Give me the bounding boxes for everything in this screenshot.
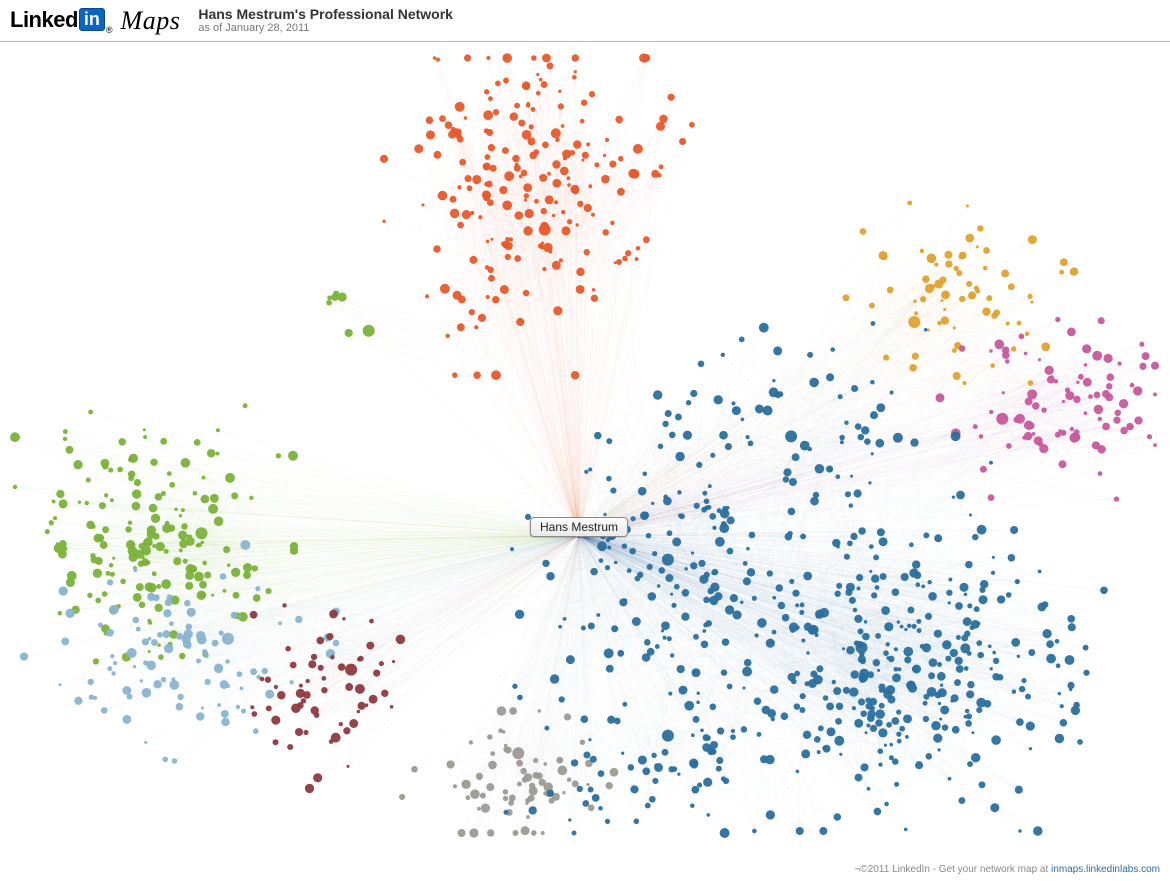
logo-in-badge: in <box>79 8 105 31</box>
logo-registered: ® <box>106 25 113 35</box>
header: Linkedin® Maps Hans Mestrum's Profession… <box>0 0 1170 42</box>
logo-linkedin: Linkedin® <box>10 7 113 35</box>
footer-link[interactable]: inmaps.linkedinlabs.com <box>1051 864 1160 875</box>
center-node-label[interactable]: Hans Mestrum <box>530 517 628 537</box>
network-graph[interactable]: Hans Mestrum <box>0 43 1170 863</box>
logo-maps: Maps <box>121 6 181 36</box>
footer: ¬©2011 LinkedIn - Get your network map a… <box>855 864 1160 875</box>
page-title: Hans Mestrum's Professional Network <box>198 6 453 22</box>
logo-linked-text: Linked <box>10 7 78 32</box>
title-block: Hans Mestrum's Professional Network as o… <box>198 6 453 35</box>
footer-copyright: ¬©2011 LinkedIn - Get your network map a… <box>855 864 1051 875</box>
page-subtitle: as of January 28, 2011 <box>198 22 453 35</box>
network-svg <box>0 43 1170 863</box>
